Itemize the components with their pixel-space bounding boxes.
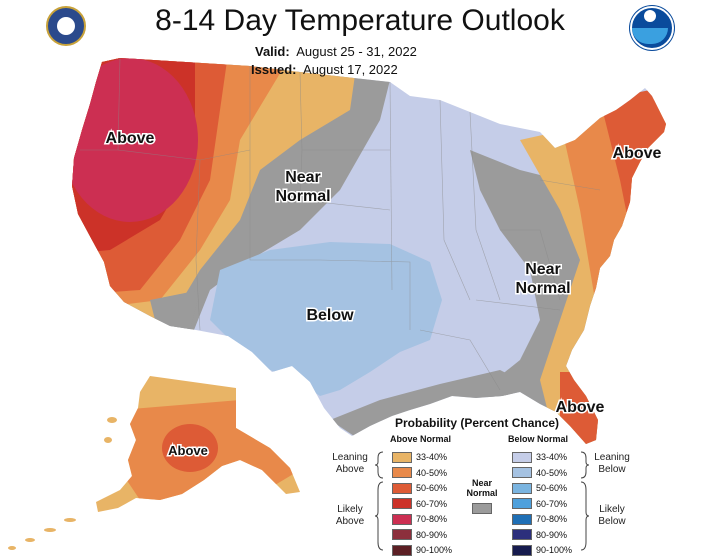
legend-above-swatch <box>392 498 412 509</box>
legend-likely-above: Likely Above <box>335 504 365 527</box>
legend-leaning-above: Leaning Above <box>332 452 368 475</box>
legend-above-swatch <box>392 529 412 540</box>
legend-above-range: 50-60% <box>416 483 448 493</box>
legend-above-swatch <box>392 482 412 494</box>
legend-leaning-below: Leaning Below <box>594 452 630 475</box>
legend-above-range: 70-80% <box>416 514 448 524</box>
legend-below-swatch <box>512 529 532 540</box>
label-near-normal-east-2: Normal <box>515 280 570 297</box>
page-title: 8-14 Day Temperature Outlook <box>155 4 565 37</box>
legend-below-swatch <box>512 544 532 556</box>
legend-above-swatch <box>392 451 412 463</box>
legend-below-range: 70-80% <box>536 514 568 524</box>
legend-above-swatch <box>392 467 412 478</box>
label-above-west: Above <box>106 130 155 147</box>
valid-dates: Valid: August 25 - 31, 2022 <box>255 44 417 59</box>
doc-seal-icon <box>46 6 86 46</box>
alaska-map <box>8 376 300 550</box>
legend-below-swatch <box>512 467 532 478</box>
legend-below-row: 90-100% <box>512 544 572 556</box>
legend-above-header: Above Normal <box>390 434 452 444</box>
legend-below-swatch <box>512 513 532 525</box>
legend-above-range: 80-90% <box>416 529 448 540</box>
legend-near-normal-swatch <box>472 503 492 514</box>
legend-below-row: 50-60% <box>512 482 567 494</box>
legend-below-range: 80-90% <box>536 529 568 540</box>
legend-above-range: 33-40% <box>416 452 448 462</box>
legend-below-row: 33-40% <box>512 451 567 463</box>
issued-date: Issued: August 17, 2022 <box>251 62 398 77</box>
legend-near-normal: Near Normal <box>466 478 498 498</box>
legend-below-range: 90-100% <box>536 545 573 555</box>
legend-above-row: 60-70% <box>392 498 447 510</box>
label-above-alaska: Above <box>168 443 208 458</box>
conus-map <box>72 57 666 444</box>
legend-above-row: 50-60% <box>392 482 447 494</box>
legend-below-range: 60-70% <box>536 498 568 509</box>
label-near-normal-north-2: Normal <box>275 188 330 205</box>
legend-below-header: Below Normal <box>508 434 569 444</box>
legend-above-range: 90-100% <box>416 545 453 555</box>
legend-above-row: 90-100% <box>392 544 452 556</box>
label-below: Below <box>306 307 354 324</box>
legend-above-row: 70-80% <box>392 513 447 525</box>
legend-below-swatch <box>512 451 532 463</box>
label-above-northeast: Above <box>613 145 662 162</box>
legend-below-row: 70-80% <box>512 513 567 525</box>
legend-below-swatch <box>512 498 532 509</box>
legend-below-range: 40-50% <box>536 467 568 478</box>
legend-below-range: 33-40% <box>536 452 568 462</box>
legend-above-swatch <box>392 513 412 525</box>
legend-below-row: 60-70% <box>512 498 567 510</box>
legend-above-row: 80-90% <box>392 529 447 541</box>
legend-above-range: 40-50% <box>416 467 448 478</box>
legend-likely-below: Likely Below <box>598 504 626 527</box>
label-near-normal-north-1: Near <box>285 169 321 186</box>
label-above-florida: Above <box>556 399 605 416</box>
legend-below-range: 50-60% <box>536 483 568 493</box>
legend-above-swatch <box>392 544 412 556</box>
legend-below-row: 80-90% <box>512 529 567 541</box>
legend-above-row: 33-40% <box>392 451 447 463</box>
legend-below-swatch <box>512 482 532 494</box>
noaa-logo-icon <box>630 6 674 50</box>
label-near-normal-east-1: Near <box>525 261 561 278</box>
legend-above-row: 40-50% <box>392 467 447 479</box>
legend-below-row: 40-50% <box>512 467 567 479</box>
legend-title: Probability (Percent Chance) <box>395 416 560 430</box>
legend-above-range: 60-70% <box>416 498 448 509</box>
